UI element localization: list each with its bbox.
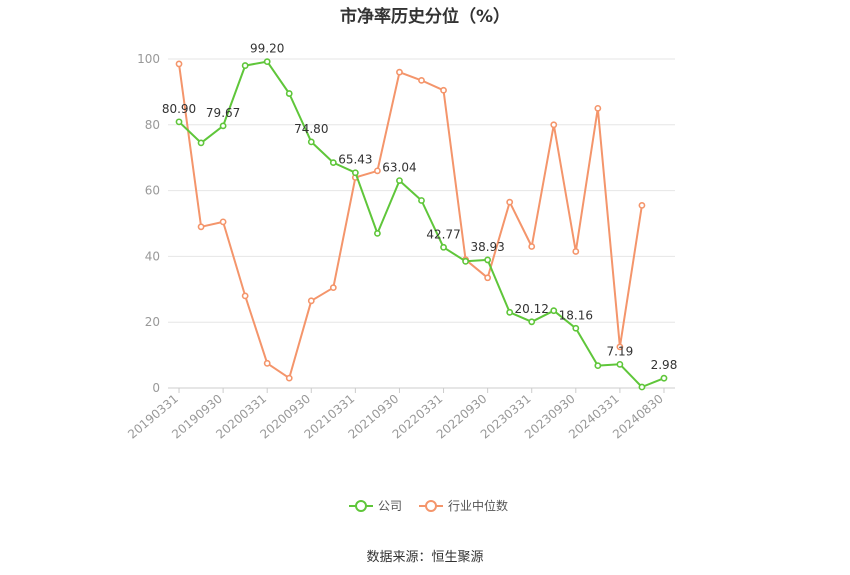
- data-point: [396, 68, 403, 76]
- legend-marker: [355, 500, 367, 512]
- chart-title: 市净率历史分位（%）: [339, 7, 511, 27]
- data-point: [594, 362, 602, 370]
- series-line-0: [178, 60, 665, 388]
- data-label: 63.04: [382, 161, 416, 175]
- legend-item-1[interactable]: 行业中位数: [419, 498, 508, 513]
- data-label: 99.20: [250, 42, 284, 56]
- data-point: [197, 139, 205, 147]
- data-label: 79.67: [206, 106, 240, 120]
- data-label: 2.98: [651, 358, 678, 372]
- legend-marker: [425, 500, 437, 512]
- data-point: [374, 167, 381, 175]
- data-point: [638, 202, 646, 209]
- grid-lines: [168, 58, 675, 389]
- data-point: [660, 374, 668, 382]
- y-tick-label: 80: [145, 118, 160, 132]
- data-label: 65.43: [338, 153, 372, 167]
- data-point: [506, 308, 514, 316]
- data-labels: 80.90 79.67 99.20 74.80 65.43 63.04 42.77 38.93…: [162, 42, 677, 373]
- data-point: [616, 360, 624, 368]
- data-point: [550, 121, 558, 129]
- data-point: [462, 257, 469, 265]
- y-tick-label: 0: [152, 381, 160, 395]
- data-point: [506, 198, 514, 206]
- data-point: [484, 256, 492, 264]
- data-label: 42.77: [426, 227, 460, 241]
- data-point: [175, 118, 183, 126]
- data-point: [374, 229, 381, 237]
- x-axis: 2019033120190930202003312020093020210331…: [125, 388, 666, 442]
- y-axis: 0 20 40 60 80 100: [137, 52, 160, 395]
- data-point: [440, 86, 447, 94]
- data-point: [572, 248, 580, 255]
- data-point: [241, 292, 249, 300]
- data-point: [351, 169, 359, 177]
- data-point: [418, 76, 425, 84]
- data-point: [572, 324, 580, 332]
- legend[interactable]: 公司 行业中位数: [349, 498, 508, 513]
- legend-label: 行业中位数: [448, 498, 508, 513]
- data-point: [307, 138, 315, 146]
- data-point: [285, 374, 293, 382]
- series-group: [175, 58, 668, 391]
- series-line-1: [178, 63, 643, 380]
- data-point: [418, 197, 425, 204]
- data-point: [263, 359, 271, 367]
- data-point: [285, 90, 293, 97]
- legend-label: 公司: [378, 499, 402, 513]
- data-point: [528, 318, 536, 326]
- data-point: [528, 243, 536, 250]
- data-point: [219, 122, 227, 130]
- data-point: [616, 343, 624, 351]
- data-point: [241, 62, 249, 69]
- data-label: 38.93: [470, 240, 504, 254]
- data-point: [638, 383, 646, 391]
- data-label: 80.90: [162, 102, 196, 116]
- data-point: [197, 223, 205, 231]
- data-point: [594, 104, 602, 112]
- data-point: [219, 218, 227, 226]
- data-point: [329, 284, 337, 292]
- data-label: 20.12: [515, 302, 549, 316]
- data-point: [307, 297, 315, 305]
- data-point: [263, 58, 271, 66]
- data-point: [175, 60, 183, 68]
- data-label: 18.16: [559, 308, 593, 322]
- data-label: 7.19: [607, 344, 634, 358]
- y-tick-label: 40: [145, 249, 160, 263]
- legend-item-0[interactable]: 公司: [349, 499, 402, 513]
- data-label: 74.80: [294, 122, 328, 136]
- y-tick-label: 60: [145, 184, 160, 198]
- data-point: [484, 274, 492, 282]
- y-tick-label: 20: [145, 315, 160, 329]
- data-point: [396, 177, 403, 184]
- y-tick-label: 100: [137, 52, 160, 66]
- data-point: [329, 159, 337, 167]
- data-source: 数据来源：恒生聚源: [366, 550, 484, 565]
- data-point: [440, 243, 447, 251]
- data-point: [550, 307, 558, 315]
